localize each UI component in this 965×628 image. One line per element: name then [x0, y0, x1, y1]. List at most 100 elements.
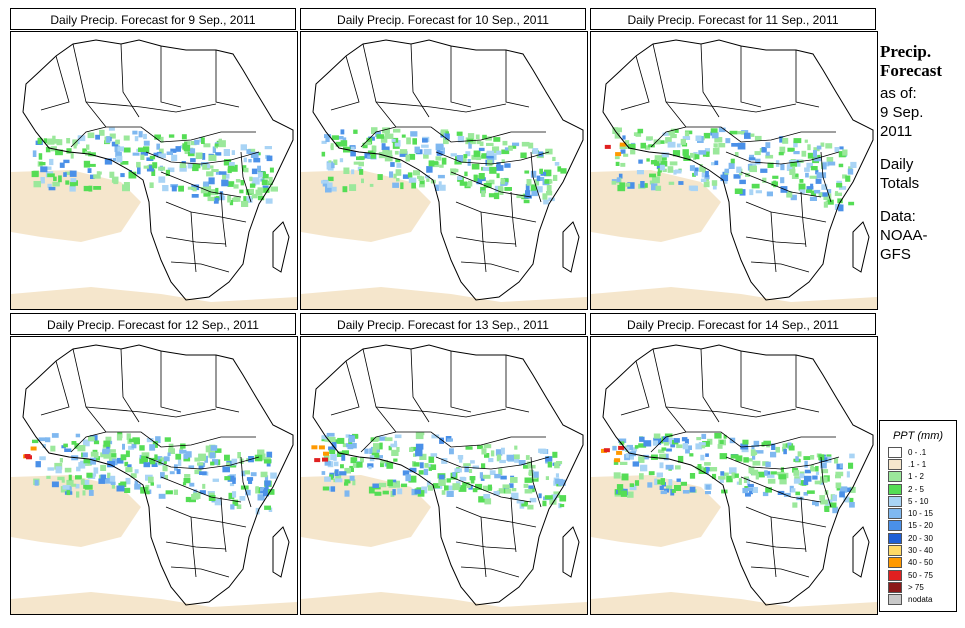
country-border [190, 516, 197, 578]
legend-swatch [888, 446, 902, 458]
precip-cell [158, 176, 166, 183]
precip-cell [441, 490, 446, 495]
precip-cell [379, 442, 383, 450]
precip-cell [723, 472, 729, 476]
legend-item: 30 - 40 [880, 544, 956, 557]
precip-cell [78, 462, 86, 469]
precip-cell [42, 444, 46, 448]
precip-cell [324, 476, 331, 482]
precip-cell [249, 176, 253, 182]
precip-cell [138, 131, 143, 138]
precip-cell [378, 436, 387, 441]
precip-cell [141, 455, 148, 463]
precip-cell [754, 151, 761, 156]
precip-cell [199, 471, 207, 475]
precip-cell [555, 478, 564, 484]
precip-cell [476, 140, 481, 145]
precip-cell [620, 149, 626, 154]
precip-cell [559, 504, 565, 508]
precip-cell [412, 138, 417, 145]
precip-cell [714, 432, 722, 439]
precip-cell [653, 433, 661, 439]
precip-cell [705, 484, 711, 490]
precip-cell [661, 447, 667, 451]
precip-cell [750, 449, 756, 456]
country-border [360, 126, 397, 148]
precip-cell [452, 483, 460, 491]
precip-cell [66, 479, 74, 486]
precip-cell [411, 488, 418, 496]
precip-cell [560, 168, 567, 174]
heading-line-1: Precip. [880, 42, 932, 61]
precip-cell [367, 150, 376, 155]
precip-cell [835, 474, 841, 479]
precip-cell [149, 155, 156, 160]
precip-cell [70, 178, 77, 183]
country-border [460, 566, 520, 578]
precip-cell [782, 137, 789, 144]
precip-cell [140, 154, 145, 160]
precip-cell [386, 462, 394, 469]
precip-cell [122, 443, 125, 450]
legend-swatch [888, 458, 902, 470]
precip-cell [167, 167, 175, 173]
precip-cell [752, 453, 756, 460]
precip-cell [116, 485, 125, 492]
precip-cell [529, 497, 537, 503]
country-border [375, 101, 507, 113]
precip-cell [730, 454, 739, 459]
precip-cell [83, 160, 91, 168]
precip-cell [531, 190, 538, 197]
precip-cell [45, 146, 51, 153]
country-border [800, 496, 807, 553]
precip-cell [638, 159, 643, 164]
precip-cell [713, 143, 718, 148]
precip-cell [538, 493, 542, 499]
precip-cell [668, 479, 673, 486]
precip-cell [512, 142, 520, 147]
precip-cell [38, 437, 47, 442]
precip-cell [703, 132, 711, 139]
coastline [22, 39, 294, 301]
precip-cell [674, 485, 682, 491]
precip-cell [488, 193, 495, 198]
precip-cell [441, 157, 447, 165]
precip-cell [223, 149, 230, 156]
precip-cell [708, 467, 712, 472]
precip-cell [783, 492, 791, 497]
madagascar-outline [562, 526, 580, 578]
precip-cell [619, 144, 628, 149]
precip-cell [504, 187, 512, 191]
precip-cell [321, 471, 326, 475]
precip-cell [770, 451, 777, 458]
precip-cell [192, 166, 199, 172]
precip-cell [795, 160, 801, 167]
precip-cell [321, 151, 326, 157]
precip-cell [250, 151, 259, 158]
country-border [665, 406, 797, 418]
dry-region [11, 475, 141, 547]
precip-cell [243, 157, 247, 163]
precip-cell [336, 451, 344, 457]
precip-cell [430, 464, 437, 470]
precip-cell [613, 459, 619, 465]
precip-cell [421, 486, 428, 494]
precip-cell [128, 171, 137, 179]
precip-cell [134, 136, 139, 142]
precip-cell [266, 451, 273, 458]
precip-cell [396, 447, 400, 452]
precip-cell [83, 479, 90, 485]
precip-cell [208, 495, 216, 501]
precip-cell [660, 490, 667, 495]
precip-cell [54, 462, 63, 470]
precip-cell [202, 483, 206, 489]
precip-cell [418, 470, 424, 475]
precip-cell [829, 502, 837, 508]
precip-cell [173, 489, 178, 495]
precip-cell [815, 178, 822, 184]
precip-cell [111, 176, 119, 183]
precip-cell [839, 491, 845, 498]
precip-cell [386, 133, 394, 139]
precip-cell [395, 159, 401, 163]
country-border [410, 348, 430, 423]
